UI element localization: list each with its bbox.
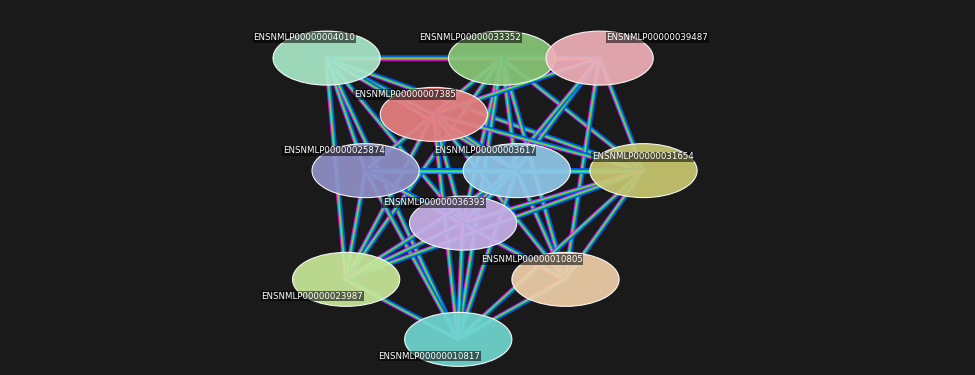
Ellipse shape bbox=[546, 31, 653, 85]
Text: ENSNMLP00000010805: ENSNMLP00000010805 bbox=[481, 255, 582, 264]
Text: ENSNMLP00000036393: ENSNMLP00000036393 bbox=[383, 198, 485, 207]
Ellipse shape bbox=[448, 31, 556, 85]
Ellipse shape bbox=[380, 87, 488, 141]
Ellipse shape bbox=[312, 144, 419, 198]
Ellipse shape bbox=[273, 31, 380, 85]
Text: ENSNMLP00000039487: ENSNMLP00000039487 bbox=[606, 33, 708, 42]
Text: ENSNMLP00000007385: ENSNMLP00000007385 bbox=[354, 90, 455, 99]
Ellipse shape bbox=[512, 252, 619, 306]
Text: ENSNMLP00000031654: ENSNMLP00000031654 bbox=[592, 152, 693, 161]
Text: ENSNMLP00000004010: ENSNMLP00000004010 bbox=[254, 33, 355, 42]
Ellipse shape bbox=[590, 144, 697, 198]
Text: ENSNMLP00000003617: ENSNMLP00000003617 bbox=[434, 146, 535, 155]
Ellipse shape bbox=[405, 312, 512, 366]
Text: ENSNMLP00000033352: ENSNMLP00000033352 bbox=[419, 33, 521, 42]
Ellipse shape bbox=[463, 144, 570, 198]
Text: ENSNMLP00000023987: ENSNMLP00000023987 bbox=[261, 292, 363, 301]
Text: ENSNMLP00000025874: ENSNMLP00000025874 bbox=[283, 146, 384, 155]
Ellipse shape bbox=[410, 196, 517, 250]
Text: ENSNMLP00000010817: ENSNMLP00000010817 bbox=[378, 352, 480, 361]
Ellipse shape bbox=[292, 252, 400, 306]
